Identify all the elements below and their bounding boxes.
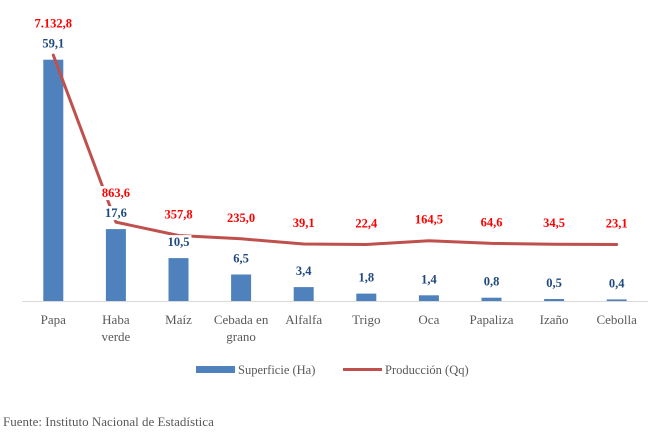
category-label-line: Alfalfa <box>285 312 322 327</box>
bar-data-label: 10,5 <box>168 235 190 249</box>
bar-superficie <box>231 274 252 301</box>
line-data-label: 39,1 <box>293 216 315 230</box>
legend-item-superficie[interactable]: Superficie (Ha) <box>196 363 315 377</box>
data-label-background <box>606 276 628 291</box>
bar-superficie <box>481 297 502 301</box>
data-label-background <box>231 251 251 266</box>
category-label-line: Maíz <box>165 312 192 327</box>
bar-superficie <box>105 229 126 301</box>
line-data-label: 7.132,8 <box>35 17 73 31</box>
data-label-background <box>225 210 258 225</box>
data-labels: 59,1 7.132,8 17,6 863,6 10,5 357,8 6,5 235,0 3,4… <box>32 16 630 291</box>
line-data-label: 863,6 <box>102 186 130 200</box>
category-label-line: verde <box>101 329 130 344</box>
data-label-background <box>165 235 192 250</box>
data-label-background <box>541 216 568 231</box>
category-label: Trigo <box>352 312 380 327</box>
source-note: Fuente: Instituto Nacional de Estadístic… <box>3 414 214 429</box>
data-label-background <box>103 206 129 221</box>
bar-data-label: 0,5 <box>546 276 562 290</box>
bar-superficie <box>606 299 627 301</box>
category-label-line: Izaño <box>540 312 569 327</box>
data-label-background <box>32 16 74 31</box>
category-label-line: grano <box>226 329 256 344</box>
legend-label-superficie: Superficie (Ha) <box>238 363 315 377</box>
line-data-label: 34,5 <box>543 216 565 230</box>
data-label-background <box>481 274 502 289</box>
legend-bar-swatch-icon <box>196 366 235 373</box>
category-label-line: Haba <box>102 312 130 327</box>
bar-data-label: 1,4 <box>421 272 437 286</box>
category-label-line: Papaliza <box>469 312 513 327</box>
bar-superficie <box>43 59 64 302</box>
category-label: Papa <box>41 312 67 327</box>
data-label-background <box>293 264 315 279</box>
bar-superficie <box>168 258 189 301</box>
category-label: Maíz <box>165 312 192 327</box>
data-label-background <box>290 216 317 230</box>
bar-superficie <box>293 287 314 301</box>
legend-label-produccion: Producción (Qq) <box>385 363 469 377</box>
data-label-background <box>478 215 505 230</box>
category-label: Cebolla <box>596 312 637 327</box>
line-data-label: 22,4 <box>355 217 378 231</box>
data-label-background <box>603 216 630 231</box>
data-label-background <box>353 216 380 231</box>
category-label-line: Oca <box>418 312 439 327</box>
bar-data-label: 0,8 <box>484 275 500 289</box>
data-label-background <box>356 270 377 285</box>
category-label-line: Cebolla <box>596 312 637 327</box>
category-label-line: Papa <box>41 312 67 327</box>
bar-superficie <box>418 295 439 301</box>
category-label: Alfalfa <box>285 312 322 327</box>
category-label: Haba verde <box>101 312 130 344</box>
line-data-label: 164,5 <box>415 213 443 227</box>
category-axis-labels: Papa Haba verde Maíz Cebada en grano Alfalfa Tr… <box>41 312 637 344</box>
line-produccion <box>51 53 619 246</box>
bar-data-label: 59,1 <box>42 37 64 51</box>
bar-superficie <box>544 299 565 301</box>
bar-series-superficie <box>43 59 627 302</box>
data-label-background <box>419 272 440 287</box>
category-label: Papaliza <box>469 312 513 327</box>
category-label: Cebada en grano <box>214 312 269 344</box>
line-data-label: 64,6 <box>481 215 503 229</box>
category-label: Izaño <box>540 312 569 327</box>
data-label-background <box>544 276 564 290</box>
category-label: Oca <box>418 312 439 327</box>
data-label-background <box>99 186 132 201</box>
line-series-produccion <box>51 53 619 246</box>
line-data-label: 235,0 <box>227 211 255 225</box>
legend-item-produccion[interactable]: Producción (Qq) <box>343 363 469 377</box>
line-data-label: 357,8 <box>164 208 192 222</box>
line-data-label: 23,1 <box>606 217 628 231</box>
bar-data-label: 17,6 <box>105 206 127 220</box>
bar-data-label: 0,4 <box>609 276 625 290</box>
bar-data-label: 3,4 <box>296 264 312 278</box>
data-label-background <box>40 36 67 51</box>
bar-data-label: 1,8 <box>358 271 374 285</box>
bar-superficie <box>356 293 377 301</box>
category-label-line: Trigo <box>352 312 380 327</box>
bar-data-label: 6,5 <box>233 252 249 266</box>
category-label-line: Cebada en <box>214 312 269 327</box>
legend: Superficie (Ha) Producción (Qq) <box>196 363 469 377</box>
data-label-background <box>162 207 195 222</box>
data-label-background <box>412 212 445 227</box>
